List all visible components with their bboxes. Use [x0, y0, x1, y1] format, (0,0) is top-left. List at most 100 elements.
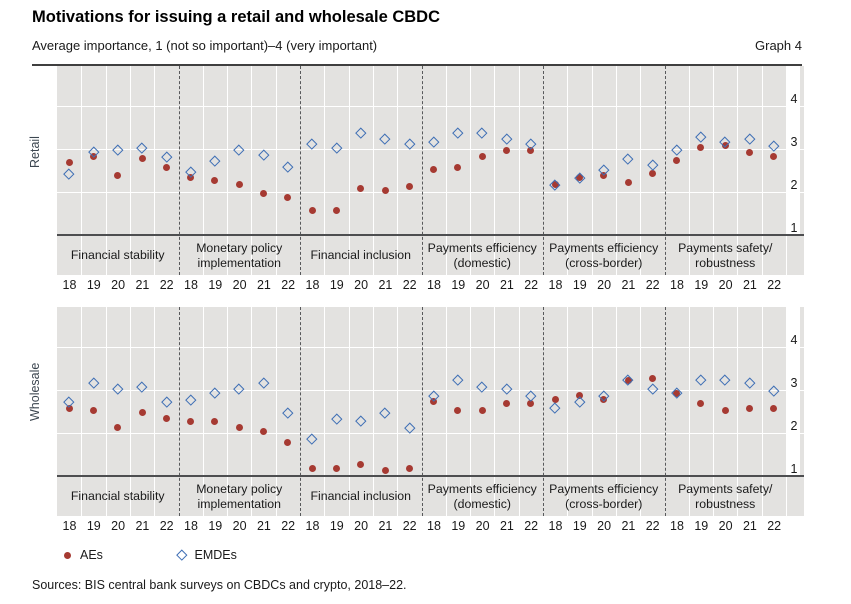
- v-gridline: [494, 307, 495, 516]
- aes-data-point: [624, 178, 632, 186]
- v-gridline: [470, 307, 471, 516]
- h-gridline: [57, 149, 804, 150]
- v-gridline: [251, 66, 252, 275]
- category-label-line: Payments safety/: [678, 240, 773, 255]
- ytick-label: 2: [790, 178, 798, 192]
- v-gridline: [106, 307, 107, 516]
- year-tick-label: 21: [621, 278, 636, 292]
- year-tick-label: 22: [159, 519, 174, 533]
- aes-data-point: [527, 146, 535, 154]
- h-gridline: [57, 390, 804, 391]
- v-gridline: [713, 66, 714, 275]
- year-tick-label: 22: [281, 278, 296, 292]
- aes-data-point: [284, 439, 292, 447]
- h-gridline: [57, 433, 804, 434]
- category-label-line: Financial stability: [70, 489, 165, 504]
- aes-data-point: [551, 396, 559, 404]
- aes-data-point: [770, 404, 778, 412]
- category-label: Payments safety/robustness: [665, 478, 787, 516]
- year-tick-label: 20: [111, 278, 126, 292]
- year-tick-label: 19: [86, 278, 101, 292]
- aes-data-point: [503, 400, 511, 408]
- v-gridline: [154, 66, 155, 275]
- top-rule: [32, 64, 802, 66]
- aes-data-point: [332, 206, 340, 214]
- aes-data-point: [648, 374, 656, 382]
- legend-item-aes: AEs: [64, 548, 103, 562]
- category-label-line: Financial inclusion: [310, 489, 411, 504]
- h-gridline: [57, 192, 804, 193]
- aes-data-point: [235, 424, 243, 432]
- year-tick-label: 20: [597, 278, 612, 292]
- category-label-line: (cross-border): [565, 497, 643, 511]
- v-gridline: [567, 66, 568, 275]
- v-gridline: [519, 66, 520, 275]
- v-gridline: [227, 66, 228, 275]
- aes-data-point: [138, 155, 146, 163]
- category-separator: [178, 307, 180, 516]
- v-gridline: [446, 307, 447, 516]
- legend-item-emdes: EMDEs: [176, 548, 237, 562]
- v-gridline: [786, 66, 787, 275]
- year-tick-label: 20: [597, 519, 612, 533]
- ytick-label: 2: [790, 419, 798, 433]
- aes-data-point: [746, 148, 754, 156]
- aes-data-point: [89, 406, 97, 414]
- aes-data-point: [162, 163, 170, 171]
- category-label-line: implementation: [197, 497, 281, 511]
- aes-data-point: [405, 464, 413, 472]
- year-tick-label: 22: [524, 278, 539, 292]
- v-gridline: [349, 307, 350, 516]
- wholesale-chart-panel: 4 3 2 1 Financial stability Monetary policy im…: [57, 307, 804, 537]
- aes-data-point: [211, 176, 219, 184]
- v-gridline: [397, 307, 398, 516]
- year-tick-label: 19: [329, 278, 344, 292]
- category-separator: [421, 66, 423, 275]
- wholesale-axis-title: Wholesale: [28, 362, 42, 422]
- aes-data-point: [235, 180, 243, 188]
- category-label-line: Financial inclusion: [310, 248, 411, 263]
- v-gridline: [592, 66, 593, 275]
- v-gridline: [130, 66, 131, 275]
- category-label-line: Payments efficiency: [549, 240, 659, 255]
- year-tick-label: 18: [184, 519, 198, 533]
- aes-data-point: [381, 467, 389, 475]
- category-label: Payments efficiency (domestic): [422, 237, 544, 275]
- year-axis-row: 18 19 20 21 22 18 19 20 21 22 18 19 20 21 22 18 19 20 21 22…: [57, 278, 786, 295]
- category-label: Financial inclusion: [300, 237, 422, 275]
- year-tick-label: 18: [62, 278, 77, 292]
- category-label-line: Payments efficiency: [427, 240, 537, 255]
- aes-data-point: [381, 187, 389, 195]
- year-tick-label: 21: [378, 519, 393, 533]
- aes-data-point: [770, 152, 778, 160]
- category-label: Payments efficiency (cross-border): [543, 478, 665, 516]
- aes-data-point: [260, 189, 268, 197]
- legend-label-aes: AEs: [80, 548, 103, 562]
- category-separator: [543, 66, 544, 275]
- year-tick-label: 21: [256, 278, 271, 292]
- year-tick-label: 21: [378, 278, 393, 292]
- category-label: Financial stability: [57, 237, 179, 275]
- year-tick-label: 20: [232, 278, 247, 292]
- aes-data-point: [454, 406, 462, 414]
- category-label-line: (domestic): [453, 256, 511, 270]
- retail-chart-panel: 4 3 2 1 Financial stability Monetary policy im…: [57, 66, 804, 296]
- h-gridline: [57, 106, 804, 107]
- v-gridline: [446, 66, 447, 275]
- aes-data-point: [357, 460, 365, 468]
- aes-data-point: [600, 172, 608, 180]
- aes-data-point: [138, 409, 146, 416]
- ytick-strip: [787, 66, 800, 234]
- v-gridline: [349, 66, 350, 275]
- year-tick-label: 22: [281, 519, 296, 533]
- aes-data-point: [65, 404, 73, 412]
- v-gridline: [276, 307, 277, 516]
- aes-data-point: [162, 415, 170, 423]
- page-title: Motivations for issuing a retail and who…: [32, 8, 440, 26]
- category-label-line: Monetary policy: [196, 240, 283, 255]
- aes-data-point: [575, 174, 583, 182]
- aes-data-point: [721, 142, 729, 150]
- aes-data-point: [551, 180, 559, 188]
- aes-data-point: [357, 185, 365, 193]
